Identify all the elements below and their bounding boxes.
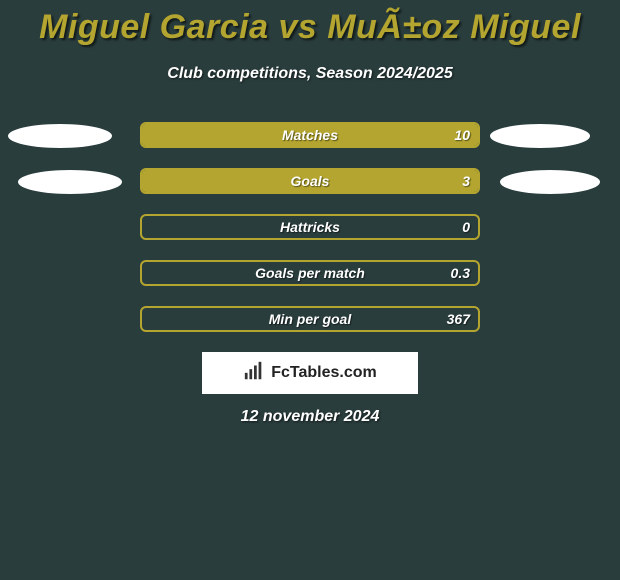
- stat-bar: Matches 10: [140, 122, 480, 148]
- stat-row: Min per goal 367: [0, 306, 620, 334]
- footer-logo-text: FcTables.com: [271, 364, 377, 382]
- stat-label: Goals: [291, 173, 330, 189]
- stat-row: Hattricks 0: [0, 214, 620, 242]
- stat-value: 0: [462, 219, 470, 235]
- stat-label: Goals per match: [255, 265, 365, 281]
- stat-bar: Goals per match 0.3: [140, 260, 480, 286]
- chart-icon: [243, 360, 265, 387]
- player-right-marker: [500, 170, 600, 194]
- player-left-marker: [18, 170, 122, 194]
- stat-row: Goals per match 0.3: [0, 260, 620, 288]
- stat-bar: Min per goal 367: [140, 306, 480, 332]
- stat-bar: Goals 3: [140, 168, 480, 194]
- chart-area: Matches 10 Goals 3 Hattricks 0 Goals per match…: [0, 122, 620, 352]
- footer-date: 12 november 2024: [0, 408, 620, 426]
- stat-value: 367: [447, 311, 470, 327]
- player-right-marker: [490, 124, 590, 148]
- stat-row: Goals 3: [0, 168, 620, 196]
- stat-value: 0.3: [451, 265, 470, 281]
- stat-row: Matches 10: [0, 122, 620, 150]
- stat-label: Hattricks: [280, 219, 340, 235]
- stat-value: 10: [454, 127, 470, 143]
- stat-label: Min per goal: [269, 311, 351, 327]
- page-subtitle: Club competitions, Season 2024/2025: [0, 65, 620, 83]
- player-left-marker: [8, 124, 112, 148]
- footer-logo: FcTables.com: [202, 352, 418, 394]
- stat-label: Matches: [282, 127, 338, 143]
- comparison-infographic: Miguel Garcia vs MuÃ±oz Miguel Club comp…: [0, 0, 620, 580]
- page-title: Miguel Garcia vs MuÃ±oz Miguel: [0, 0, 620, 47]
- stat-value: 3: [462, 173, 470, 189]
- stat-bar: Hattricks 0: [140, 214, 480, 240]
